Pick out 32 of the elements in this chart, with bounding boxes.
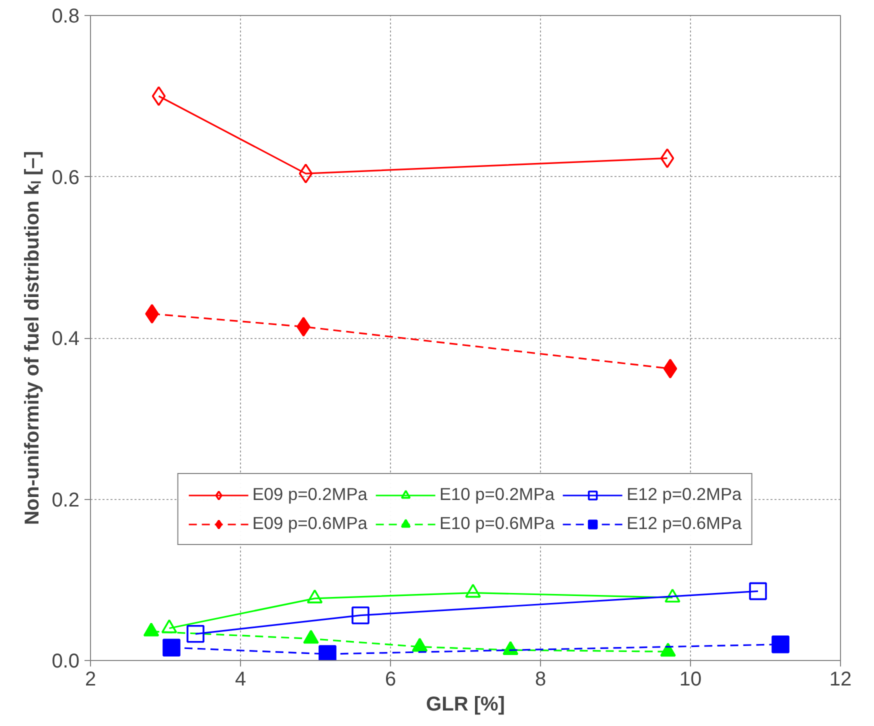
point bbox=[303, 630, 319, 644]
legend-label: E10 p=0.2MPa bbox=[439, 484, 555, 505]
y-tick-label: 0.8 bbox=[52, 6, 80, 28]
legend-label: E12 p=0.2MPa bbox=[626, 484, 742, 505]
x-tick-label: 6 bbox=[384, 668, 396, 690]
point bbox=[152, 86, 166, 106]
legend-label: E10 p=0.6MPa bbox=[439, 513, 555, 534]
point bbox=[161, 619, 178, 634]
point bbox=[660, 148, 674, 168]
point bbox=[465, 584, 481, 598]
legend-label: E12 p=0.6MPa bbox=[626, 513, 742, 534]
y-tick-label: 0.0 bbox=[52, 650, 80, 672]
y-tick-label: 0.4 bbox=[52, 328, 80, 350]
x-tick-label: 4 bbox=[234, 668, 246, 690]
x-tick-label: 8 bbox=[534, 668, 546, 690]
point bbox=[660, 642, 676, 657]
legend-label: E09 p=0.6MPa bbox=[252, 513, 368, 534]
point bbox=[664, 588, 680, 603]
y-axis-title: Non-uniformity of fuel distribution kₗ [–] bbox=[22, 150, 44, 526]
x-axis-title: GLR [%] bbox=[426, 694, 505, 716]
legend-label: E09 p=0.2MPa bbox=[252, 484, 368, 505]
point bbox=[298, 164, 313, 184]
x-tick-label: 12 bbox=[829, 668, 852, 690]
x-tick-label: 2 bbox=[84, 668, 96, 690]
point bbox=[318, 645, 336, 660]
point bbox=[412, 638, 428, 652]
point bbox=[143, 622, 160, 636]
y-tick-label: 0.6 bbox=[52, 166, 80, 189]
y-tick-label: 0.2 bbox=[52, 489, 80, 512]
x-tick-label: 10 bbox=[679, 668, 702, 690]
point bbox=[306, 589, 323, 604]
point bbox=[663, 358, 678, 379]
